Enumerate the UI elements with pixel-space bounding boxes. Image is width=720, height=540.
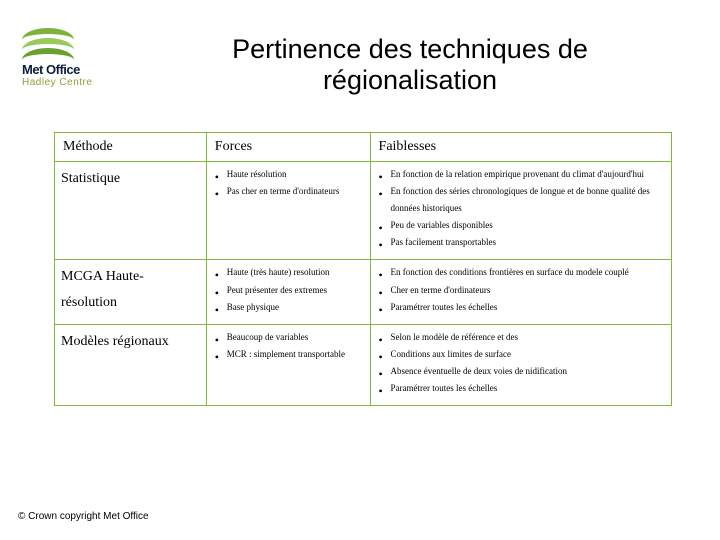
weakness-item: En fonction des conditions frontières en… [377, 264, 665, 281]
weaknesses-cell: Selon le modèle de référence et des Cond… [370, 324, 671, 405]
weaknesses-cell: En fonction des conditions frontières en… [370, 260, 671, 324]
techniques-table: Méthode Forces Faiblesses Statistique Ha… [54, 132, 672, 406]
logo-block: Met Office Hadley Centre [22, 28, 132, 88]
forces-cell: Beaucoup de variables MCR : simplement t… [206, 324, 370, 405]
table-row: Modèles régionaux Beaucoup de variables … [55, 324, 672, 405]
weakness-item: Paramétrer toutes les échelles [377, 299, 665, 316]
weakness-item: Conditions aux limites de surface [377, 346, 665, 363]
method-cell: Modèles régionaux [55, 324, 207, 405]
header-weaknesses: Faiblesses [370, 133, 671, 162]
method-cell: Statistique [55, 162, 207, 260]
force-item: Haute résolution [213, 166, 364, 183]
table-header-row: Méthode Forces Faiblesses [55, 133, 672, 162]
header-forces: Forces [206, 133, 370, 162]
forces-cell: Haute (très haute) resolution Peut prése… [206, 260, 370, 324]
logo-waves-icon [22, 28, 74, 60]
weakness-item: Cher en terme d'ordinateurs [377, 282, 665, 299]
weakness-item: En fonction des séries chronologiques de… [377, 183, 665, 217]
slide-title: Pertinence des techniques de régionalisa… [150, 34, 670, 96]
header-method: Méthode [55, 133, 207, 162]
weakness-item: Paramétrer toutes les échelles [377, 380, 665, 397]
weakness-item: Selon le modèle de référence et des [377, 329, 665, 346]
weakness-item: Pas facilement transportables [377, 234, 665, 251]
force-item: Peut présenter des extremes [213, 282, 364, 299]
table-row: MCGA Haute-résolution Haute (très haute)… [55, 260, 672, 324]
method-cell: MCGA Haute-résolution [55, 260, 207, 324]
copyright-text: © Crown copyright Met Office [18, 511, 149, 522]
force-item: Haute (très haute) resolution [213, 264, 364, 281]
weakness-item: Absence éventuelle de deux voies de nidi… [377, 363, 665, 380]
logo-sub-text: Hadley Centre [22, 77, 132, 88]
weaknesses-cell: En fonction de la relation empirique pro… [370, 162, 671, 260]
force-item: Beaucoup de variables [213, 329, 364, 346]
table-row: Statistique Haute résolution Pas cher en… [55, 162, 672, 260]
force-item: Base physique [213, 299, 364, 316]
weakness-item: Peu de variables disponibles [377, 217, 665, 234]
force-item: Pas cher en terme d'ordinateurs [213, 183, 364, 200]
weakness-item: En fonction de la relation empirique pro… [377, 166, 665, 183]
force-item: MCR : simplement transportable [213, 346, 364, 363]
logo-main-text: Met Office [22, 62, 132, 77]
forces-cell: Haute résolution Pas cher en terme d'ord… [206, 162, 370, 260]
